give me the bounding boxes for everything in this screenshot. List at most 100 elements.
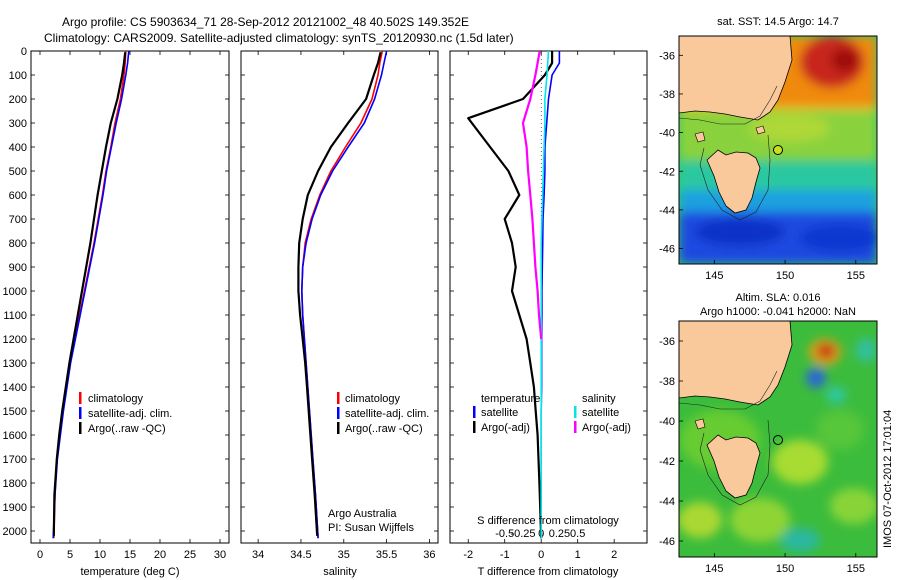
y-tick-label: 400	[9, 142, 27, 154]
legend-swatch-s-satellite	[574, 406, 577, 418]
temperature-legend: climatology satellite-adj. clim. Argo(..…	[79, 392, 172, 435]
x-tick-label: 34	[252, 549, 264, 561]
lat-tick-label: -42	[659, 456, 675, 468]
sla-map-tick-labels: 145 150 155 -36 -38 -40 -42 -44 -46	[659, 336, 865, 575]
x-tick-label: 20	[154, 549, 166, 561]
y-tick-label: 700	[9, 214, 27, 226]
lon-tick-label: 145	[705, 270, 723, 282]
y-tick-label: 1200	[3, 334, 27, 346]
y-tick-label: 2000	[3, 526, 27, 538]
t-difference-xlabel: T difference from climatology	[478, 566, 619, 578]
x-tick-label: 5	[67, 549, 73, 561]
legend-label-t-argo: Argo(-adj)	[481, 422, 530, 434]
lat-tick-label: -46	[659, 244, 675, 256]
legend-swatch-t-satellite	[473, 406, 476, 418]
lat-tick-label: -42	[659, 166, 675, 178]
salinity-tick-labels: 34 34.5 35 35.5 36	[252, 51, 436, 561]
float-marker	[773, 435, 783, 445]
x-tick-label: 35	[338, 549, 350, 561]
x-tick-label: 2	[611, 549, 617, 561]
y-tick-label: 1600	[3, 430, 27, 442]
series-line	[53, 51, 127, 539]
lat-tick-label: -40	[659, 416, 675, 428]
lon-tick-label: 150	[776, 270, 794, 282]
lat-tick-label: -38	[659, 89, 675, 101]
legend-swatch-argo	[337, 422, 340, 434]
salinity-panel: 34 34.5 35 35.5 36 salinity climatology sate…	[240, 50, 439, 578]
series-line	[540, 51, 550, 539]
difference-legend-salinity: salinity satellite Argo(-adj)	[574, 393, 631, 434]
legend-swatch-argo	[79, 422, 82, 434]
x-tick-label: -2	[463, 549, 473, 561]
float-marker	[773, 145, 783, 155]
annotation-pi: PI: Susan Wijffels	[328, 522, 414, 534]
legend-label-argo: Argo(..raw -QC)	[345, 423, 423, 435]
y-tick-label: 1800	[3, 478, 27, 490]
x-tick-label: -1	[500, 549, 510, 561]
difference-legend-temperature: temperature satellite Argo(-adj)	[473, 393, 540, 434]
sla-map-panel: Altim. SLA: 0.016 Argo h1000: -0.041 h20…	[659, 292, 878, 575]
y-tick-label: 800	[9, 238, 27, 250]
legend-swatch-satellite	[79, 407, 82, 419]
y-tick-label: 500	[9, 166, 27, 178]
temperature-tick-labels: 0 5 10 15 20 25 30	[37, 51, 226, 561]
upper-x-tick-label: 0.25	[549, 528, 570, 540]
sst-map-panel: sat. SST: 14.5 Argo: 14.7	[659, 16, 878, 282]
x-tick-label: 36	[423, 549, 435, 561]
upper-x-tick-label: -0.25	[510, 528, 535, 540]
series-line	[300, 51, 388, 539]
legend-label-s-satellite: satellite	[582, 407, 619, 419]
lat-tick-label: -38	[659, 376, 675, 388]
x-tick-label: 10	[94, 549, 106, 561]
legend-swatch-satellite	[337, 407, 340, 419]
lat-tick-label: -44	[659, 205, 675, 217]
lat-tick-label: -40	[659, 128, 675, 140]
legend-label-climatology: climatology	[345, 393, 401, 405]
annotation-argo-australia: Argo Australia	[328, 508, 397, 520]
x-tick-label: 0	[538, 549, 544, 561]
salinity-series	[241, 51, 438, 539]
y-tick-label: 0	[21, 46, 27, 58]
figure-title-line2: Climatology: CARS2009. Satellite-adjuste…	[44, 31, 514, 45]
figure-title-line1: Argo profile: CS 5903634_71 28-Sep-2012 …	[62, 15, 469, 29]
series-line	[297, 51, 382, 536]
sst-heatmap	[679, 36, 877, 264]
temperature-series	[31, 51, 229, 539]
x-tick-label: 34.5	[290, 549, 311, 561]
y-tick-label: 600	[9, 190, 27, 202]
upper-x-tick-label: -0.5	[495, 528, 514, 540]
legend-label-s-argo: Argo(-adj)	[582, 422, 631, 434]
difference-panel: -2 -1 0 1 2 -0.5-0.25 0 0.25 0.5 T difference f…	[449, 50, 648, 578]
legend-swatch-climatology	[79, 392, 82, 404]
lon-tick-label: 155	[847, 563, 865, 575]
lat-tick-label: -44	[659, 496, 675, 508]
x-tick-label: 0	[37, 549, 43, 561]
x-tick-label: 30	[214, 549, 226, 561]
y-tick-label: 300	[9, 118, 27, 130]
imos-timestamp: IMOS 07-Oct-2012 17:01:04	[882, 410, 894, 548]
legend-label-satellite: satellite-adj. clim.	[345, 408, 429, 420]
y-tick-label: 100	[9, 70, 27, 82]
sst-map-frame	[678, 35, 878, 265]
legend-title-temperature: temperature	[481, 393, 540, 405]
temperature-panel: 0100200300400500600700800900100011001200…	[3, 46, 230, 578]
legend-swatch-climatology	[337, 392, 340, 404]
upper-x-tick-label: 0.5	[570, 528, 585, 540]
x-tick-label: 25	[184, 549, 196, 561]
legend-label-climatology: climatology	[88, 393, 144, 405]
sla-map-title-line2: Argo h1000: -0.041 h2000: NaN	[700, 306, 856, 318]
y-tick-label: 1900	[3, 502, 27, 514]
legend-label-argo: Argo(..raw -QC)	[88, 423, 166, 435]
temperature-axes-box	[30, 50, 230, 544]
difference-axes-box	[449, 50, 648, 544]
y-tick-label: 1700	[3, 454, 27, 466]
salinity-xlabel: salinity	[323, 566, 357, 578]
legend-label-t-satellite: satellite	[481, 407, 518, 419]
y-tick-label: 1300	[3, 358, 27, 370]
y-tick-label: 1500	[3, 406, 27, 418]
series-line	[52, 51, 130, 539]
series-line	[540, 51, 561, 539]
legend-title-salinity: salinity	[582, 393, 616, 405]
salinity-axes-box	[240, 50, 439, 544]
salinity-legend: climatology satellite-adj. clim. Argo(..…	[337, 392, 429, 435]
